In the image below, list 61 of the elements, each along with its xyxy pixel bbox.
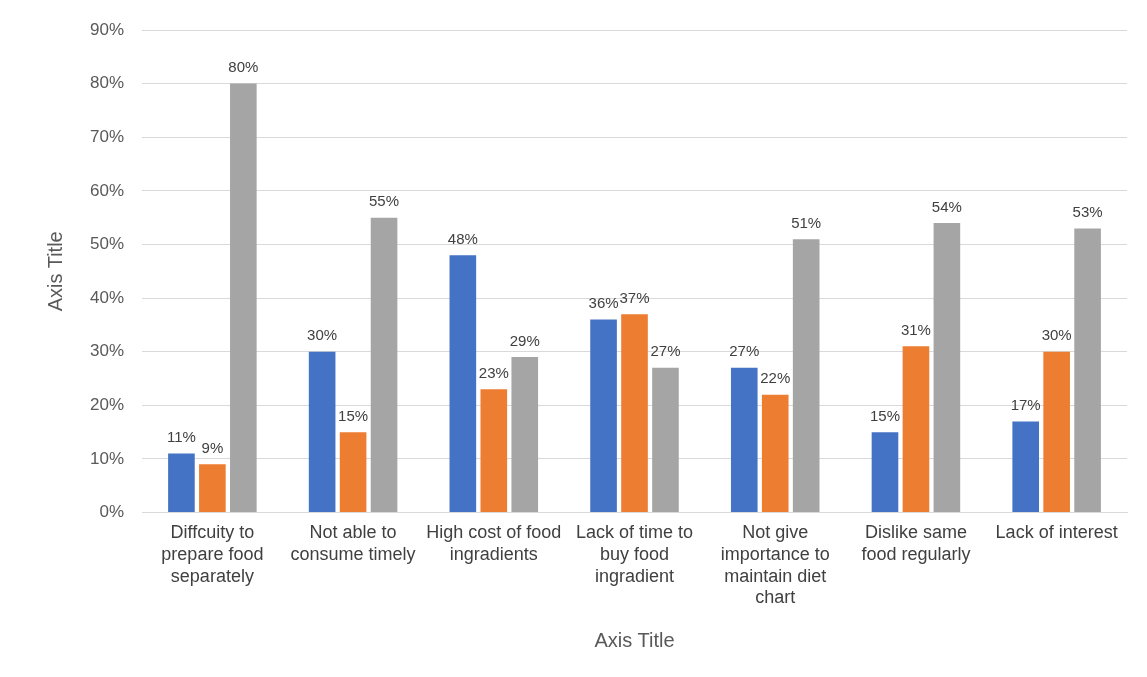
- x-tick-label: High cost of food ingradients: [426, 522, 562, 564]
- bar: [370, 217, 398, 513]
- y-tick-label: 10%: [89, 448, 125, 468]
- y-tick-label: 20%: [89, 395, 125, 415]
- x-tick-label: Dislike same food regularly: [861, 522, 971, 564]
- bar: [1043, 351, 1070, 513]
- data-label: 53%: [1072, 203, 1103, 221]
- bar: [339, 432, 367, 513]
- bar: [652, 367, 679, 513]
- x-tick-label: Not give importance to maintain diet chart: [720, 522, 830, 608]
- data-label: 48%: [447, 229, 478, 247]
- y-tick-label: 50%: [89, 234, 125, 254]
- bar: [792, 239, 820, 513]
- bar: [230, 83, 257, 513]
- y-tick-label: 0%: [99, 502, 125, 522]
- y-tick-label: 40%: [89, 287, 125, 307]
- y-axis-title: Axis Title: [43, 231, 66, 312]
- data-label: 30%: [307, 326, 338, 344]
- bar: [1074, 228, 1101, 513]
- bar: [730, 367, 758, 513]
- data-label: 55%: [369, 192, 400, 210]
- data-label: 80%: [228, 58, 259, 76]
- data-label: 17%: [1010, 396, 1041, 414]
- y-tick-label: 90%: [89, 19, 125, 39]
- bar: [621, 314, 648, 513]
- data-label: 51%: [791, 213, 822, 231]
- y-tick-label: 80%: [89, 73, 125, 93]
- bar: [199, 464, 226, 513]
- bar: [308, 351, 336, 513]
- data-label: 29%: [509, 331, 540, 349]
- data-label: 54%: [931, 197, 962, 215]
- bar: [168, 453, 195, 513]
- x-axis-title: Axis Title: [594, 628, 675, 651]
- data-label: 23%: [478, 363, 509, 381]
- bar: [871, 432, 899, 513]
- data-label: 27%: [650, 342, 681, 360]
- x-tick-label: Not able to consume timely: [290, 522, 416, 564]
- data-label: 36%: [588, 294, 619, 312]
- bar: [1012, 421, 1039, 513]
- bar: [511, 357, 539, 513]
- data-label: 15%: [338, 406, 369, 424]
- data-label: 31%: [900, 321, 931, 339]
- x-tick-label: Diffcuity to prepare food separately: [161, 522, 264, 586]
- y-tick-label: 30%: [89, 341, 125, 361]
- bar: [902, 346, 930, 513]
- y-tick-label: 60%: [89, 180, 125, 200]
- bar: [933, 223, 961, 513]
- data-label: 9%: [201, 438, 224, 456]
- bar: [449, 255, 477, 513]
- data-label: 37%: [619, 288, 650, 306]
- data-label: 22%: [760, 369, 791, 387]
- bar: [761, 394, 789, 513]
- data-label: 11%: [166, 428, 196, 446]
- x-tick-label: Lack of time to buy food ingradient: [575, 522, 694, 586]
- data-label: 15%: [869, 406, 900, 424]
- data-label: 30%: [1041, 326, 1072, 344]
- x-tick-label: Lack of interest: [995, 522, 1118, 543]
- y-tick-label: 70%: [89, 126, 125, 146]
- data-label: 27%: [729, 342, 760, 360]
- bar: [480, 389, 508, 513]
- bar: [590, 319, 617, 513]
